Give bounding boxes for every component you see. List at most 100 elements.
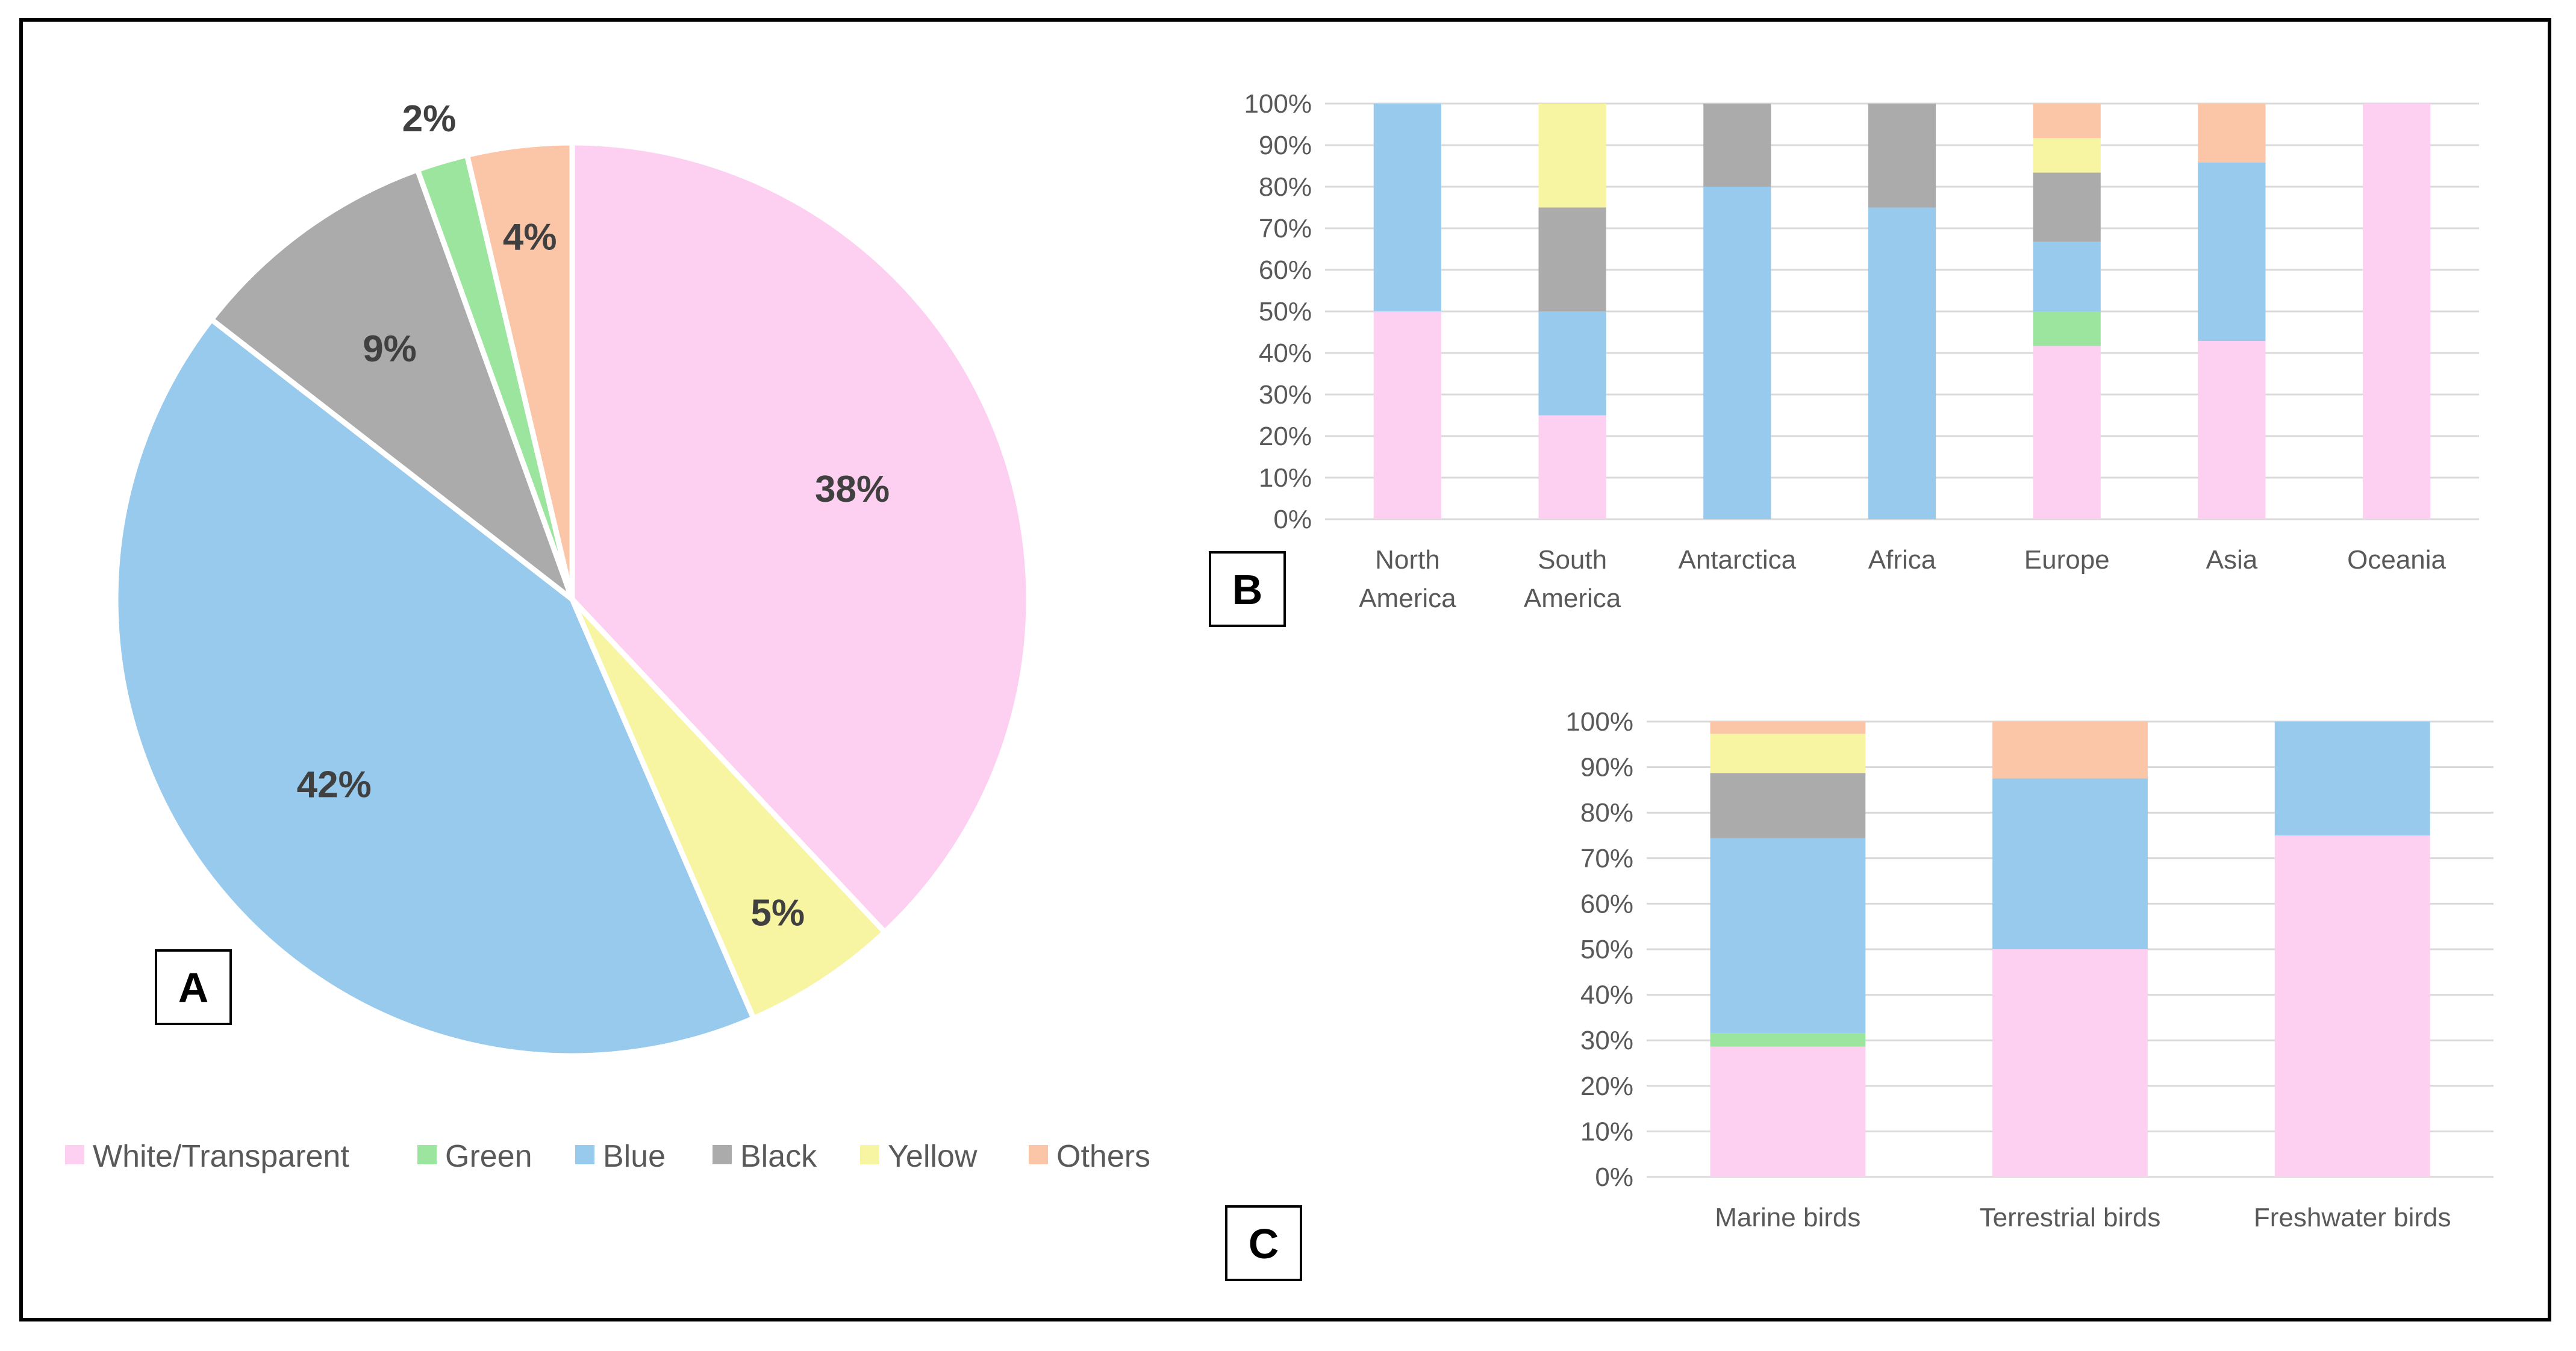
chart-c-y-tick-label: 40% [1580, 981, 1633, 1010]
chart-c-category-label: Freshwater birds [2254, 1203, 2451, 1232]
chart-b-bar-segment-black [1868, 104, 1936, 208]
chart-c-bar-segment-green [1710, 1033, 1866, 1047]
chart-b-bar-segment-others [2033, 104, 2101, 139]
chart-c-y-tick-label: 80% [1580, 798, 1633, 828]
chart-b-category-label: Africa [1868, 545, 1936, 575]
chart-b-bar-segment-green [2033, 311, 2101, 346]
chart-b-bar-segment-blue [1373, 104, 1441, 311]
chart-c-y-tick-label: 10% [1580, 1117, 1633, 1146]
chart-c-y-tick-label: 50% [1580, 935, 1633, 964]
legend-swatch-others [1029, 1145, 1048, 1164]
chart-b-y-tick-label: 50% [1259, 297, 1312, 326]
chart-b-y-tick-label: 30% [1259, 380, 1312, 410]
chart-b-y-tick-label: 60% [1259, 255, 1312, 285]
figure-frame [19, 18, 2551, 1321]
chart-c-y-tick-label: 100% [1565, 707, 1633, 737]
chart-b-bar-segment-others [2198, 104, 2266, 163]
chart-b-category-label: North [1375, 545, 1440, 575]
panel-box-c [1225, 1205, 1302, 1281]
chart-c-bar-segment-others [1992, 722, 2148, 779]
panel-labels: A B C [155, 551, 1302, 1281]
pie-label-black: 9% [363, 328, 417, 370]
stacked-bar-chart-b: 0% 10% 20% 30% 40% 50% 60% 70% 80% 90% 100% North Am… [1244, 89, 2479, 613]
panel-label-a: A [178, 964, 209, 1011]
chart-c-category-label: Marine birds [1715, 1203, 1860, 1232]
chart-b-category-label: Europe [2024, 545, 2110, 575]
chart-c-category-label: Terrestrial birds [1980, 1203, 2161, 1232]
chart-c-y-tick-label: 0% [1595, 1162, 1633, 1192]
chart-c-bar-segment-white-transparent [1992, 949, 2148, 1177]
legend-label-others: Others [1056, 1139, 1150, 1174]
pie-chart-a: 38% 5% 42% 9% 2% 4% [113, 98, 1032, 1059]
chart-b-y-tick-label: 0% [1273, 505, 1312, 534]
chart-c-bar-segment-blue [1992, 778, 2148, 949]
legend-swatch-yellow [860, 1145, 879, 1164]
legend-label-black: Black [740, 1139, 817, 1174]
legend-label-yellow: Yellow [888, 1139, 978, 1174]
panel-label-c: C [1249, 1220, 1279, 1267]
chart-c-bar-segment-others [1710, 722, 1866, 734]
chart-c-y-tick-label: 20% [1580, 1072, 1633, 1101]
legend-swatch-white-transparent [65, 1145, 84, 1164]
pie-label-yellow: 5% [750, 893, 805, 934]
chart-b-y-tick-label: 10% [1259, 463, 1312, 493]
chart-c-bar-segment-blue [1710, 838, 1866, 1034]
legend-swatch-green [417, 1145, 437, 1164]
chart-b-y-tick-label: 100% [1244, 89, 1312, 119]
chart-b-category-label: Asia [2206, 545, 2258, 575]
chart-c-y-tick-label: 30% [1580, 1026, 1633, 1055]
chart-b-bar-segment-blue [1868, 207, 1936, 519]
legend-label-blue: Blue [603, 1139, 666, 1174]
legend-swatch-blue [575, 1145, 594, 1164]
pie-legend: White/Transparent Green Blue Black Yellow Oth… [65, 1139, 1150, 1174]
chart-b-bar-segment-yellow [1538, 104, 1606, 208]
chart-b-y-tick-label: 40% [1259, 339, 1312, 368]
chart-b-bar-segment-white-transparent [2198, 341, 2266, 519]
chart-c-bar-segment-white-transparent [2274, 835, 2430, 1177]
legend-label-white-transparent: White/Transparent [93, 1139, 349, 1174]
pie-label-blue: 42% [297, 764, 372, 806]
panel-box-b [1209, 551, 1286, 627]
pie-slice-others [464, 140, 575, 602]
chart-b-bar-segment-white-transparent [2033, 346, 2101, 519]
chart-b-category-label: Oceania [2347, 545, 2446, 575]
chart-c-bar-segment-yellow [1710, 734, 1866, 773]
pie-slice-yellow [569, 596, 888, 1022]
chart-b-bar-segment-blue [1538, 311, 1606, 416]
panel-box-a [155, 949, 232, 1025]
stacked-bar-chart-c: 0% 10% 20% 30% 40% 50% 60% 70% 80% 90% 100% Marine … [1565, 707, 2493, 1232]
chart-c-y-tick-label: 90% [1580, 753, 1633, 782]
pie-slice-black [208, 167, 575, 602]
pie-slice-white-transparent [569, 140, 1032, 935]
chart-c-y-tick-label: 60% [1580, 889, 1633, 919]
legend-swatch-black [713, 1145, 732, 1164]
chart-b-bar-segment-black [2033, 172, 2101, 242]
chart-c-bar-segment-black [1710, 773, 1866, 838]
chart-b-bar-segment-white-transparent [1538, 415, 1606, 519]
chart-b-bar-segment-black [1538, 207, 1606, 311]
pie-label-others: 4% [503, 217, 557, 258]
chart-b-category-label: Antarctica [1678, 545, 1796, 575]
panel-label-b: B [1232, 566, 1263, 613]
chart-b-bar-segment-white-transparent [1373, 311, 1441, 519]
chart-b-y-tick-label: 80% [1259, 172, 1312, 202]
chart-b-bar-segment-yellow [2033, 138, 2101, 173]
chart-c-bar-segment-white-transparent [1710, 1046, 1866, 1177]
chart-b-y-tick-label: 90% [1259, 131, 1312, 160]
chart-b-bar-segment-blue [1703, 187, 1771, 519]
chart-b-bar-segment-blue [2033, 242, 2101, 311]
chart-b-bar-segment-blue [2198, 163, 2266, 341]
chart-b-category-label: South [1538, 545, 1607, 575]
chart-b-category-label: America [1359, 584, 1456, 613]
legend-label-green: Green [445, 1139, 532, 1174]
chart-b-y-tick-label: 20% [1259, 422, 1312, 451]
chart-c-y-tick-label: 70% [1580, 844, 1633, 873]
chart-c-bar-segment-blue [2274, 722, 2430, 835]
pie-label-white-transparent: 38% [815, 469, 890, 510]
chart-b-y-tick-label: 70% [1259, 214, 1312, 243]
pie-slice-blue [113, 316, 756, 1059]
chart-b-bar-segment-white-transparent [2363, 104, 2431, 519]
chart-b-category-label: America [1524, 584, 1621, 613]
chart-b-bar-segment-black [1703, 104, 1771, 187]
